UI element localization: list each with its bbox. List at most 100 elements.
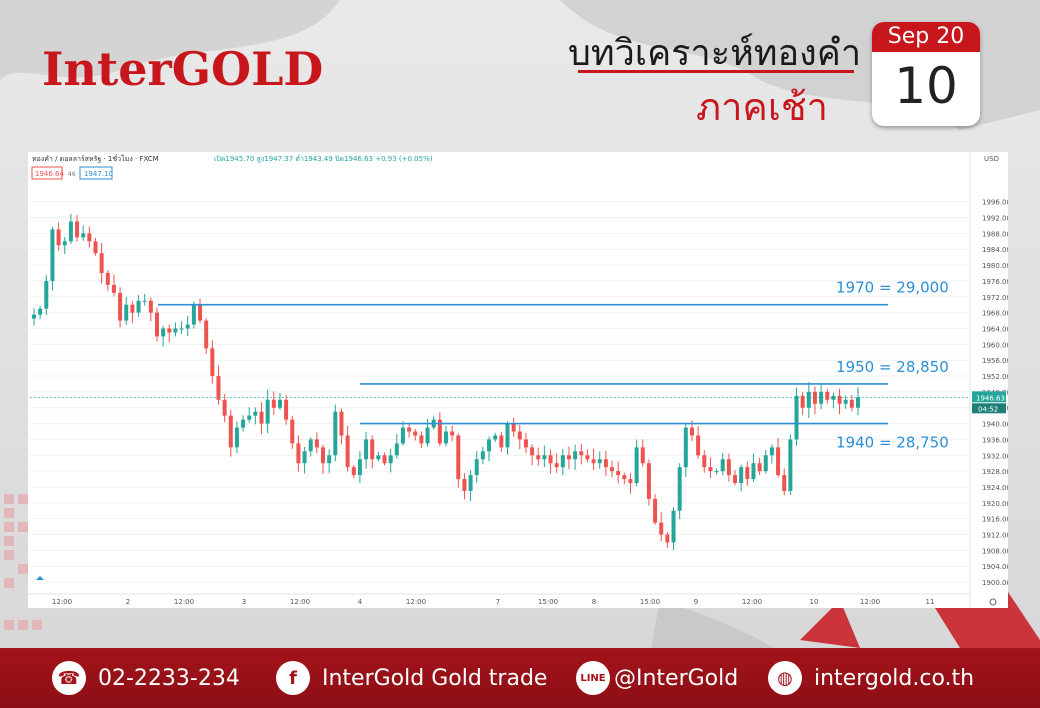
candle-body: [579, 451, 584, 456]
x-tick-label: 12:00: [742, 598, 762, 606]
y-tick-label: 1932.00: [982, 452, 1008, 460]
candle-body: [290, 419, 295, 444]
y-tick-label: 1924.00: [982, 484, 1008, 492]
candle-body: [696, 435, 701, 456]
candle-body: [154, 312, 159, 337]
candle-body: [653, 498, 658, 523]
candle-body: [44, 280, 49, 309]
y-tick-label: 1972.00: [982, 294, 1008, 302]
candle-body: [93, 241, 98, 254]
candle-body: [566, 455, 571, 460]
candle-body: [714, 471, 719, 473]
candle-body: [75, 221, 80, 238]
x-tick-label: 12:00: [174, 598, 194, 606]
candle-body: [573, 451, 578, 460]
candle-body: [407, 427, 412, 432]
website: intergold.co.th: [814, 665, 975, 691]
candle-body: [468, 475, 473, 491]
candle-body: [271, 399, 276, 408]
candle-body: [111, 284, 116, 293]
level-label: 1970 = 29,000: [836, 279, 949, 297]
candle-body: [210, 348, 215, 377]
candle-body: [659, 522, 664, 535]
candle-body: [505, 423, 510, 448]
level-label: 1940 = 28,750: [836, 434, 949, 452]
globe-icon: ◍: [768, 661, 802, 695]
candle-body: [247, 415, 252, 420]
y-tick-label: 1916.00: [982, 516, 1008, 524]
candle-body: [382, 455, 387, 464]
candle-body: [222, 399, 227, 416]
currency-label: USD: [984, 155, 999, 163]
last-price-tag: [972, 391, 1006, 403]
y-tick-label: 1920.00: [982, 500, 1008, 508]
candle-body: [351, 467, 356, 476]
candle-body: [296, 443, 301, 464]
candle-body: [843, 399, 848, 404]
y-tick-label: 1968.00: [982, 310, 1008, 318]
facebook-name: InterGold Gold trade: [322, 665, 548, 691]
footer-phone[interactable]: ☎ 02-2233-234: [52, 648, 240, 708]
candle-body: [634, 447, 639, 484]
candle-body: [198, 304, 203, 321]
candle-body: [849, 399, 854, 408]
footer-web[interactable]: ◍ intergold.co.th: [768, 648, 974, 708]
footer-line[interactable]: LINE @InterGold: [576, 648, 738, 708]
candle-body: [327, 455, 332, 464]
candle-body: [745, 467, 750, 480]
candle-body: [345, 435, 350, 468]
bid-box: [31, 166, 63, 180]
countdown-value: 04:52: [978, 405, 998, 413]
candle-body: [50, 229, 55, 281]
y-tick-label: 1964.00: [982, 325, 1008, 333]
candle-body: [413, 431, 418, 436]
x-tick-label: 8: [592, 598, 596, 606]
candle-body: [702, 455, 707, 468]
candle-body: [499, 435, 504, 448]
x-tick-label: 15:00: [640, 598, 660, 606]
candle-body: [456, 435, 461, 480]
candle-body: [751, 463, 756, 480]
candle-body: [118, 292, 123, 321]
candle-body: [38, 308, 43, 315]
candle-body: [370, 439, 375, 460]
candle-body: [173, 328, 178, 333]
title-underline: [578, 70, 854, 73]
candle-body: [530, 447, 535, 456]
analysis-title: บทวิเคราะห์ทองคำ: [568, 33, 862, 74]
y-tick-label: 1984.00: [982, 246, 1008, 254]
candle-body: [542, 455, 547, 460]
candle-body: [806, 391, 811, 408]
candle-body: [265, 399, 270, 424]
footer-facebook[interactable]: f InterGold Gold trade: [276, 648, 547, 708]
candle-body: [616, 471, 621, 476]
candle-body: [683, 427, 688, 468]
candle-body: [591, 459, 596, 464]
calendar-date-badge: Sep 20 10: [872, 22, 980, 126]
candle-body: [191, 304, 196, 325]
candle-body: [708, 467, 713, 472]
candle-body: [321, 447, 326, 464]
x-tick-label: 15:00: [538, 598, 558, 606]
candle-body: [444, 431, 448, 444]
x-tick-label: 2: [126, 598, 130, 606]
candle-body: [302, 451, 307, 464]
candle-body: [671, 510, 676, 543]
y-tick-label: 1956.00: [982, 357, 1008, 365]
candle-body: [554, 463, 559, 468]
x-tick-label: 11: [926, 598, 935, 606]
candle-body: [419, 435, 424, 444]
candle-body: [856, 397, 860, 408]
y-tick-label: 1960.00: [982, 341, 1008, 349]
candle-body: [277, 399, 282, 408]
settings-icon: [989, 598, 997, 606]
y-tick-label: 1952.00: [982, 373, 1008, 381]
spread-value: 46: [68, 171, 76, 178]
candle-body: [720, 459, 725, 472]
candle-body: [560, 455, 565, 468]
candle-body: [757, 463, 762, 472]
candle-body: [204, 320, 209, 349]
x-tick-label: 9: [694, 598, 698, 606]
candle-body: [124, 304, 129, 321]
y-tick-label: 1936.00: [982, 436, 1008, 444]
